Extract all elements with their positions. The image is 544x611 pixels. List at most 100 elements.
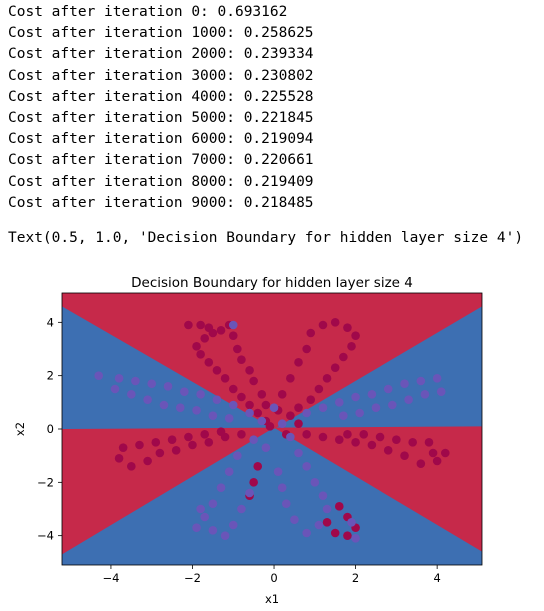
data-point-class-0 [330, 363, 340, 372]
data-point-class-1 [208, 411, 218, 420]
cost-log-line: Cost after iteration 7000: 0.220661 [8, 152, 314, 169]
data-point-class-0 [245, 366, 254, 375]
data-point-class-0 [265, 422, 275, 431]
data-point-class-1 [261, 443, 271, 452]
data-point-class-0 [249, 478, 258, 487]
data-point-class-1 [432, 374, 442, 383]
data-point-class-1 [228, 520, 238, 530]
data-point-class-0 [432, 456, 442, 466]
data-point-class-1 [367, 390, 377, 399]
data-point-class-1 [400, 379, 409, 388]
stdout-output: Cost after iteration 0: 0.693162 Cost af… [8, 2, 314, 214]
class-0-region-top [62, 293, 482, 429]
data-point-class-1 [404, 395, 413, 404]
data-point-class-1 [286, 432, 295, 442]
cost-log-line: Cost after iteration 5000: 0.221845 [8, 109, 314, 126]
data-point-class-0 [359, 430, 369, 439]
data-point-class-0 [408, 438, 417, 447]
data-point-class-1 [131, 376, 140, 386]
data-point-class-0 [286, 374, 295, 383]
data-point-class-1 [302, 462, 311, 471]
data-point-class-0 [441, 448, 450, 458]
execute-result-repr: Text(0.5, 1.0, 'Decision Boundary for hi… [8, 230, 524, 246]
data-point-class-0 [392, 435, 401, 444]
data-point-class-0 [334, 502, 344, 511]
data-point-class-1 [314, 520, 324, 530]
data-point-class-1 [383, 384, 393, 394]
data-point-class-0 [184, 320, 193, 330]
data-point-class-0 [253, 408, 263, 418]
data-point-class-0 [294, 403, 303, 412]
data-point-class-1 [355, 408, 364, 418]
data-point-class-1 [281, 499, 291, 508]
data-point-class-1 [196, 390, 205, 399]
data-point-class-0 [314, 384, 324, 394]
data-point-class-0 [155, 448, 165, 458]
data-point-class-0 [237, 355, 246, 364]
data-point-class-0 [306, 395, 316, 404]
data-point-class-1 [175, 403, 185, 412]
scatter-points [94, 318, 450, 543]
data-point-class-0 [339, 352, 348, 362]
data-point-class-0 [188, 440, 197, 450]
data-point-class-0 [196, 320, 205, 330]
y-tick-label: 0 [47, 422, 54, 436]
data-point-class-1 [216, 483, 226, 492]
y-axis-label: x2 [13, 422, 27, 436]
data-point-class-1 [245, 408, 254, 418]
data-point-class-1 [322, 504, 332, 514]
cost-log-line: Cost after iteration 2000: 0.239334 [8, 46, 314, 63]
cost-log-line: Cost after iteration 1000: 0.258625 [8, 25, 314, 42]
data-point-class-0 [204, 358, 214, 367]
x-tick-label: −4 [102, 571, 119, 585]
data-point-class-1 [143, 395, 152, 404]
chart-title: Decision Boundary for hidden layer size … [131, 275, 413, 291]
data-point-class-1 [277, 483, 287, 492]
x-tick-label: 0 [270, 571, 277, 585]
data-point-class-1 [339, 411, 348, 420]
data-point-class-0 [167, 435, 177, 444]
cost-log-line: Cost after iteration 9000: 0.218485 [8, 194, 314, 211]
decision-regions [62, 293, 482, 565]
data-point-class-0 [212, 366, 222, 375]
cost-log-line: Cost after iteration 4000: 0.225528 [8, 88, 314, 105]
data-point-class-0 [330, 318, 340, 327]
data-point-class-0 [249, 376, 258, 386]
data-point-class-1 [159, 400, 169, 410]
data-point-class-0 [192, 342, 201, 351]
data-point-class-1 [273, 467, 283, 476]
data-point-class-1 [110, 384, 120, 394]
data-point-class-1 [302, 528, 311, 538]
data-point-class-1 [310, 478, 320, 487]
y-axis-ticks: 4 2 0 −2 −4 [37, 315, 62, 543]
y-tick-label: 4 [47, 315, 54, 329]
data-point-class-0 [220, 374, 230, 383]
data-point-class-1 [114, 374, 124, 383]
y-tick-label: −4 [37, 529, 54, 543]
data-point-class-1 [249, 435, 258, 444]
data-point-class-0 [347, 342, 356, 351]
data-point-class-1 [228, 400, 238, 410]
data-point-class-0 [428, 448, 438, 458]
data-point-class-0 [294, 419, 303, 428]
data-point-class-1 [192, 523, 201, 532]
cost-log-line: Cost after iteration 6000: 0.219094 [8, 131, 314, 148]
data-point-class-1 [196, 504, 205, 514]
data-point-class-1 [208, 499, 218, 508]
data-point-class-0 [302, 344, 311, 354]
data-point-class-1 [163, 382, 173, 391]
data-point-class-0 [228, 331, 238, 340]
data-point-class-1 [290, 515, 299, 524]
data-point-class-1 [220, 531, 230, 540]
data-point-class-0 [237, 430, 246, 439]
data-point-class-0 [257, 390, 267, 399]
data-point-class-0 [228, 384, 238, 394]
data-point-class-1 [387, 400, 397, 410]
data-point-class-1 [371, 403, 381, 412]
data-point-class-0 [286, 411, 295, 420]
data-point-class-1 [302, 408, 311, 418]
data-point-class-1 [147, 379, 157, 388]
data-point-class-1 [94, 371, 103, 380]
data-point-class-1 [257, 416, 267, 426]
data-point-class-1 [228, 320, 238, 330]
